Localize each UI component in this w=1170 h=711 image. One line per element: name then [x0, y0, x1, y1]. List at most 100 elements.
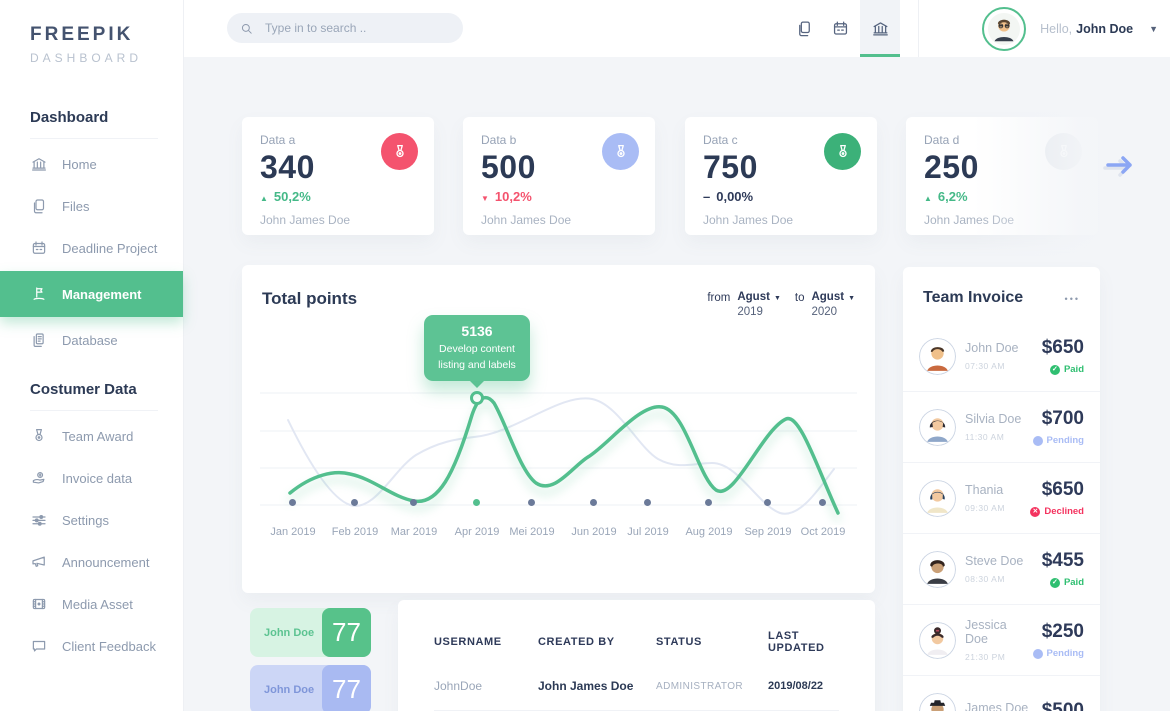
invoice-row[interactable]: John Doe 07:30 AM $650 Paid [903, 321, 1100, 391]
to-label: to [794, 292, 805, 304]
bank-quick-button-active[interactable] [860, 0, 900, 57]
month-dot [705, 499, 712, 506]
check-circle-icon [1049, 364, 1060, 375]
avatar [919, 550, 956, 588]
search-box[interactable] [227, 13, 463, 43]
stat-title: Data a [260, 133, 296, 147]
dot-circle-icon [1032, 648, 1043, 659]
sidebar-item-label: Team Award [62, 428, 134, 444]
table-header-row: USERNAME CREATED BY STATUS LAST UPDATED [434, 630, 839, 654]
stat-card-data-d: Data d 250 6,2% John James Doe [906, 117, 1098, 235]
up-triangle-icon [924, 189, 932, 204]
invoice-amount: $250 [1041, 621, 1084, 642]
x-circle-icon [1030, 506, 1041, 517]
chip-label: John Doe [264, 626, 315, 639]
invoice-row[interactable]: Silvia Doe 11:30 AM $700 Pending [903, 391, 1100, 462]
files-quick-button[interactable] [784, 0, 824, 57]
award-medal-icon [1045, 133, 1082, 170]
status-badge: Paid [1042, 577, 1084, 588]
media-icon [30, 595, 48, 613]
divider [30, 138, 158, 139]
table-row[interactable]: JohnDoe John James Doe ADMINISTRATOR 201… [434, 679, 839, 711]
invoice-name: Silvia Doe [965, 412, 1022, 426]
up-triangle-icon [260, 189, 268, 204]
settings-icon [30, 511, 48, 529]
sidebar-item-files[interactable]: Files [0, 185, 183, 227]
secondary-series-line [287, 397, 835, 515]
avatar [919, 692, 956, 711]
dash-icon [703, 189, 710, 204]
stat-delta: 6,2% [924, 189, 1080, 204]
invoice-time: 08:30 AM [965, 574, 1005, 584]
invoice-amount: $500 [1041, 700, 1084, 711]
sidebar-item-announcement[interactable]: Announcement [0, 541, 183, 583]
total-points-line [288, 395, 840, 515]
stat-person: John James Doe [703, 213, 794, 227]
feedback-icon [30, 637, 48, 655]
invoice-row[interactable]: Jessica Doe 21:30 PM $250 Pending [903, 604, 1100, 675]
stat-title: Data b [481, 133, 517, 147]
cell-created-by: John James Doe [538, 679, 634, 693]
to-month-select[interactable]: to Agust 2020 [795, 291, 855, 318]
sidebar-item-media-asset[interactable]: Media Asset [0, 583, 183, 625]
stat-card-data-b: Data b 500 10,2% John James Doe [463, 117, 655, 235]
from-month-value: Agust [737, 291, 770, 303]
chevron-down-icon[interactable] [1149, 23, 1158, 35]
column-header: STATUS [656, 636, 702, 648]
chip-label: John Doe [264, 683, 315, 696]
award-icon [30, 427, 48, 445]
x-axis-label: Aug 2019 [685, 526, 733, 538]
avatar [919, 408, 956, 446]
avatar [919, 479, 956, 517]
sidebar-item-invoice-data[interactable]: Invoice data [0, 457, 183, 499]
user-menu[interactable]: Hello, John Doe [982, 0, 1158, 57]
invoice-row[interactable]: Steve Doe 08:30 AM $455 Paid [903, 533, 1100, 604]
avatar [919, 621, 956, 659]
highlight-marker [470, 391, 484, 405]
column-header: CREATED BY [538, 636, 615, 648]
stat-value: 250 [924, 149, 979, 185]
award-medal-icon [824, 133, 861, 170]
sidebar-item-deadline-project[interactable]: Deadline Project [0, 227, 183, 269]
ellipsis-icon[interactable] [1065, 294, 1080, 303]
greeting-text: Hello, [1040, 21, 1073, 36]
search-input[interactable] [263, 20, 451, 36]
sidebar-item-client-feedback[interactable]: Client Feedback [0, 625, 183, 667]
stat-person: John James Doe [260, 213, 351, 227]
invoice-row[interactable]: James Doe $500 [903, 675, 1100, 711]
sidebar-item-database[interactable]: Database [0, 319, 183, 361]
next-arrow-button[interactable] [1101, 149, 1141, 186]
calendar-quick-button[interactable] [820, 0, 860, 57]
status-badge: Declined [1030, 506, 1084, 517]
score-chip-blue[interactable]: John Doe 77 [250, 665, 371, 711]
sidebar-item-team-award[interactable]: Team Award [0, 415, 183, 457]
sidebar-item-settings[interactable]: Settings [0, 499, 183, 541]
invoice-name: Steve Doe [965, 554, 1024, 568]
sidebar-item-label: Management [62, 286, 142, 302]
chip-value: 77 [322, 665, 371, 711]
from-month-select[interactable]: from Agust 2019 [707, 291, 781, 318]
stat-value: 750 [703, 149, 758, 185]
month-dot [764, 499, 771, 506]
tooltip-label: Develop content listing and labels [438, 343, 516, 371]
sidebar-item-label: Settings [62, 512, 109, 528]
invoice-amount: $455 [1041, 550, 1084, 571]
invoice-time: 11:30 AM [965, 432, 1005, 442]
score-chip-green[interactable]: John Doe 77 [250, 608, 371, 657]
sidebar-item-home[interactable]: Home [0, 143, 183, 185]
from-year-value: 2019 [737, 306, 763, 318]
from-label: from [707, 292, 731, 304]
bank-icon [30, 155, 48, 173]
award-medal-icon [381, 133, 418, 170]
x-axis-label: Jun 2019 [571, 526, 617, 538]
x-axis-label: Mei 2019 [509, 526, 555, 538]
stat-card-data-a: Data a 340 50,2% John James Doe [242, 117, 434, 235]
stat-person: John James Doe [481, 213, 572, 227]
stat-delta: 0,00% [703, 189, 859, 204]
sidebar-item-management[interactable]: Management [0, 271, 183, 317]
invoice-name: Jessica Doe [965, 618, 1007, 646]
x-axis-label: Sep 2019 [744, 526, 792, 538]
invoice-name: John Doe [965, 341, 1019, 355]
invoice-row[interactable]: Thania 09:30 AM $650 Declined [903, 462, 1100, 533]
month-dot [819, 499, 826, 506]
